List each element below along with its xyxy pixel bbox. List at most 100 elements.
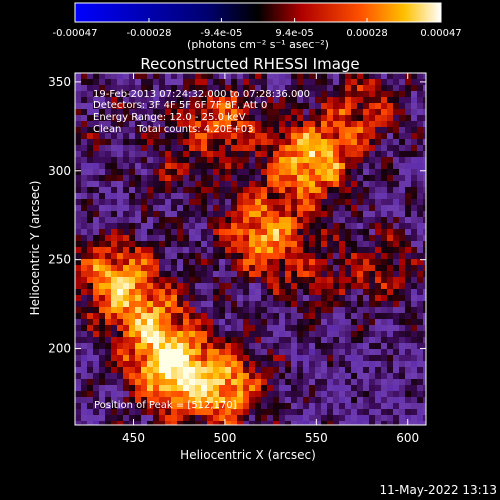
heatmap-cell (327, 133, 334, 140)
heatmap-cell (309, 421, 316, 425)
heatmap-cell (105, 367, 112, 374)
heatmap-cell (363, 217, 370, 224)
heatmap-cell (99, 313, 106, 320)
heatmap-cell (147, 343, 154, 350)
heatmap-cell (189, 205, 196, 212)
heatmap-cell (105, 223, 112, 230)
heatmap-cell (123, 391, 130, 398)
heatmap-cell (189, 403, 196, 410)
heatmap-cell (105, 421, 112, 425)
heatmap-cell (369, 97, 376, 104)
heatmap-cell (375, 97, 382, 104)
heatmap-cell (99, 157, 106, 164)
heatmap-cell (285, 307, 292, 314)
heatmap-cell (243, 403, 250, 410)
heatmap-cell (213, 79, 220, 86)
heatmap-cell (375, 313, 382, 320)
heatmap-cell (87, 211, 94, 218)
heatmap-cell (171, 241, 178, 248)
heatmap-cell (393, 367, 400, 374)
heatmap-cell (81, 133, 88, 140)
heatmap-cell (387, 103, 394, 110)
heatmap-cell (207, 175, 214, 182)
heatmap-cell (231, 397, 238, 404)
heatmap-cell (387, 139, 394, 146)
heatmap-cell (381, 169, 388, 176)
heatmap-cell (117, 151, 124, 158)
heatmap-cell (423, 415, 426, 422)
heatmap-cell (105, 175, 112, 182)
heatmap-cell (273, 229, 280, 236)
heatmap-cell (297, 319, 304, 326)
heatmap-cell (183, 139, 190, 146)
heatmap-cell (147, 415, 154, 422)
heatmap-cell (327, 421, 334, 425)
heatmap-cell (363, 361, 370, 368)
heatmap-cell (165, 277, 172, 284)
heatmap-cell (303, 187, 310, 194)
heatmap-cell (177, 349, 184, 356)
heatmap-cell (219, 409, 226, 416)
heatmap-cell (405, 127, 412, 134)
heatmap-cell (339, 409, 346, 416)
heatmap-cell (87, 235, 94, 242)
heatmap-cell (105, 187, 112, 194)
heatmap-cell (411, 331, 418, 338)
heatmap-cell (327, 289, 334, 296)
heatmap-cell (285, 397, 292, 404)
heatmap-cell (189, 337, 196, 344)
heatmap-cell (357, 247, 364, 254)
heatmap-cell (363, 325, 370, 332)
heatmap-cell (189, 391, 196, 398)
heatmap-cell (165, 397, 172, 404)
heatmap-cell (291, 103, 298, 110)
heatmap-cell (309, 163, 316, 170)
heatmap-cell (207, 385, 214, 392)
heatmap-cell (231, 289, 238, 296)
heatmap-cell (177, 103, 184, 110)
heatmap-cell (141, 235, 148, 242)
heatmap-cell (135, 337, 142, 344)
heatmap-cell (129, 73, 136, 80)
heatmap-cell (321, 97, 328, 104)
heatmap-cell (327, 283, 334, 290)
heatmap-cell (99, 127, 106, 134)
heatmap-cell (417, 271, 424, 278)
heatmap-cell (237, 319, 244, 326)
heatmap-cell (273, 181, 280, 188)
heatmap-cell (75, 151, 82, 158)
heatmap-cell (255, 193, 262, 200)
heatmap-cell (255, 79, 262, 86)
heatmap-cell (303, 199, 310, 206)
heatmap-cell (297, 229, 304, 236)
heatmap-cell (363, 319, 370, 326)
heatmap-cell (327, 157, 334, 164)
heatmap-cell (363, 379, 370, 386)
heatmap-cell (297, 367, 304, 374)
heatmap-cell (207, 235, 214, 242)
heatmap-cell (417, 379, 424, 386)
heatmap-cell (351, 229, 358, 236)
heatmap-cell (387, 409, 394, 416)
heatmap-cell (321, 259, 328, 266)
heatmap-cell (99, 73, 106, 80)
heatmap-cell (411, 391, 418, 398)
heatmap-cell (249, 403, 256, 410)
heatmap-cell (147, 97, 154, 104)
heatmap-cell (273, 403, 280, 410)
heatmap-cell (291, 373, 298, 380)
heatmap-cell (165, 283, 172, 290)
heatmap-cell (273, 265, 280, 272)
y-tick-label: 300 (48, 164, 71, 178)
heatmap-cell (183, 379, 190, 386)
heatmap-cell (417, 241, 424, 248)
heatmap-cell (201, 319, 208, 326)
heatmap-cell (87, 121, 94, 128)
heatmap-cell (189, 229, 196, 236)
heatmap-cell (249, 127, 256, 134)
heatmap-cell (333, 325, 340, 332)
heatmap-cell (219, 193, 226, 200)
heatmap-cell (231, 181, 238, 188)
heatmap-cell (405, 397, 412, 404)
heatmap-cell (357, 253, 364, 260)
